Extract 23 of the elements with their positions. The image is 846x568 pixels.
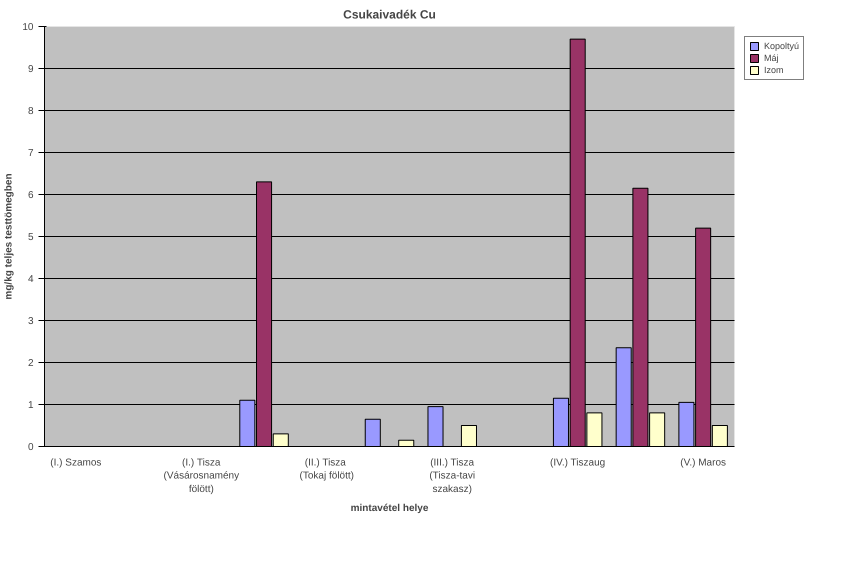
- y-tick-label: 8: [28, 106, 34, 117]
- legend-label: Kopoltyú: [764, 41, 800, 51]
- y-tick-label: 2: [28, 358, 34, 369]
- x-axis-title: mintavétel helye: [350, 502, 429, 514]
- y-tick-label: 10: [22, 22, 34, 33]
- legend-label: Máj: [764, 53, 780, 63]
- y-tick-label: 0: [28, 442, 34, 453]
- x-tick-label: (I.) Szamos: [50, 458, 102, 468]
- chart-title: Csukaivadék Cu: [343, 8, 436, 22]
- x-tick-label: (IV.) Tiszaug: [550, 458, 606, 468]
- legend-label: Izom: [764, 65, 784, 75]
- y-tick-label: 5: [28, 232, 34, 243]
- y-tick-label: 4: [28, 274, 34, 285]
- y-tick-label: 3: [28, 316, 34, 327]
- y-tick-label: 1: [28, 400, 34, 411]
- y-tick-label: 9: [28, 64, 34, 75]
- x-tick-label: (II.) Tisza (Tokaj fölött): [300, 458, 354, 482]
- y-axis-title: mg/kg teljes testtömegben: [3, 173, 14, 300]
- y-tick-label: 6: [28, 190, 34, 201]
- y-tick-label: 7: [28, 148, 34, 159]
- x-tick-label: (V.) Maros: [680, 458, 726, 468]
- x-tick-label: (I.) Tisza (Vásárosnamény fölött): [164, 458, 240, 495]
- x-tick-label: (III.) Tisza (Tisza-tavi szakasz): [429, 458, 476, 495]
